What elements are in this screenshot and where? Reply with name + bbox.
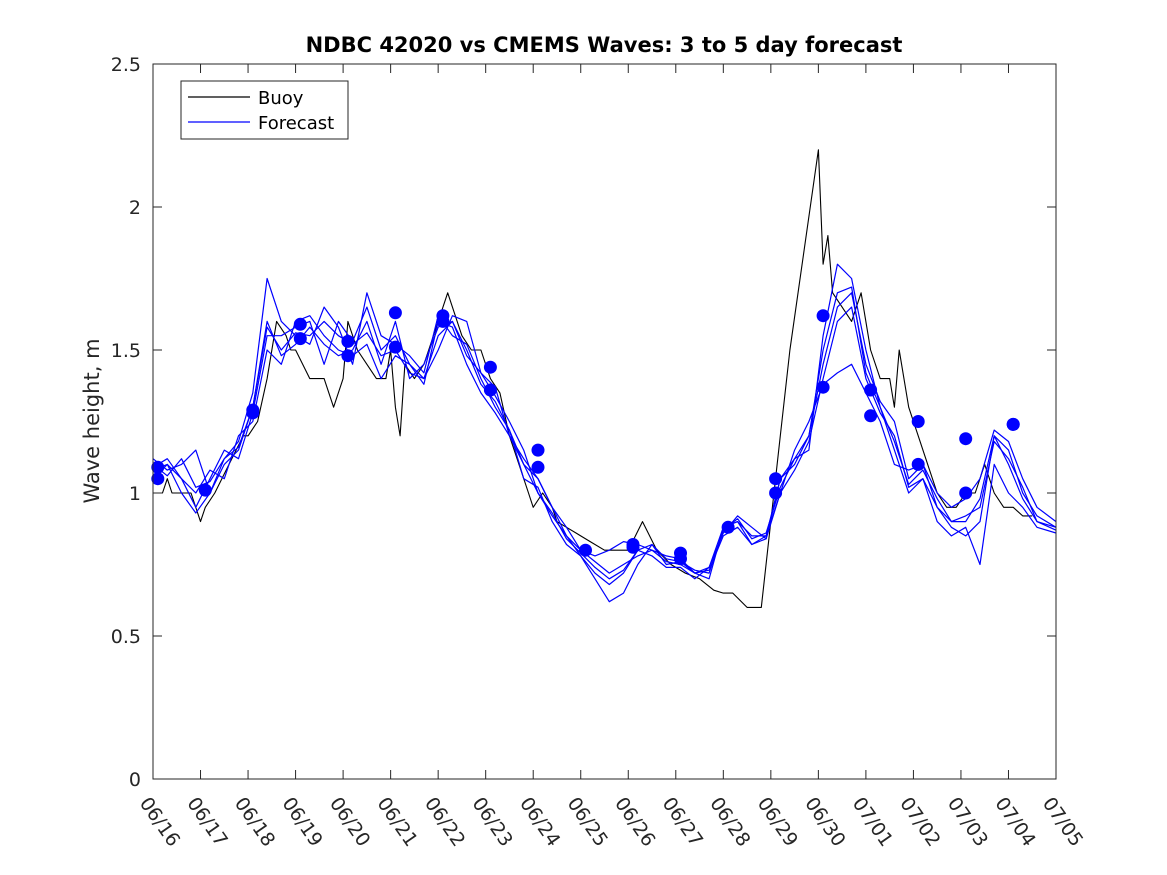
legend-box	[180, 80, 349, 140]
forecast-marker	[388, 306, 402, 320]
legend: Buoy Forecast	[180, 80, 349, 140]
forecast-marker	[721, 520, 735, 534]
forecast-marker	[579, 543, 592, 557]
forecast-marker	[769, 472, 783, 486]
y-tick-label: 1.5	[111, 340, 141, 362]
plot-area	[153, 64, 1056, 779]
forecast-marker	[293, 332, 307, 346]
forecast-marker	[959, 432, 973, 446]
marker-layer	[151, 306, 1020, 566]
forecast-marker	[626, 540, 640, 554]
forecast-marker	[341, 334, 355, 348]
forecast-marker	[246, 406, 260, 420]
plot-frame	[152, 63, 1057, 780]
forecast-marker	[483, 360, 497, 374]
forecast-marker	[816, 380, 830, 394]
y-axis-label: Wave height, m	[80, 338, 104, 503]
y-tick-label: 2.5	[111, 54, 141, 76]
forecast-marker	[674, 552, 687, 566]
chart-title: NDBC 42020 vs CMEMS Waves: 3 to 5 day fo…	[306, 33, 903, 57]
y-tick-label: 1	[129, 483, 141, 505]
forecast-marker	[959, 486, 973, 500]
forecast-marker	[531, 443, 545, 457]
forecast-marker	[151, 472, 165, 486]
forecast-marker	[293, 317, 307, 331]
y-tick-label: 2	[129, 197, 141, 219]
forecast-marker	[769, 486, 783, 500]
forecast-marker	[388, 340, 402, 354]
forecast-marker	[531, 460, 545, 474]
forecast-marker	[864, 383, 878, 397]
forecast-marker	[816, 309, 830, 323]
forecast-marker	[911, 457, 925, 471]
forecast-marker	[151, 460, 165, 474]
legend-forecast-label: Forecast	[258, 113, 334, 134]
forecast-marker	[1006, 417, 1020, 431]
legend-buoy-label: Buoy	[258, 88, 304, 109]
forecast-marker	[911, 415, 925, 428]
forecast-marker	[436, 314, 450, 328]
forecast-marker	[341, 349, 355, 363]
forecast-marker	[198, 483, 212, 497]
forecast-marker	[483, 383, 497, 397]
forecast-marker	[864, 409, 878, 423]
y-tick-label: 0.5	[111, 626, 141, 648]
y-tick-label: 0	[129, 769, 141, 791]
